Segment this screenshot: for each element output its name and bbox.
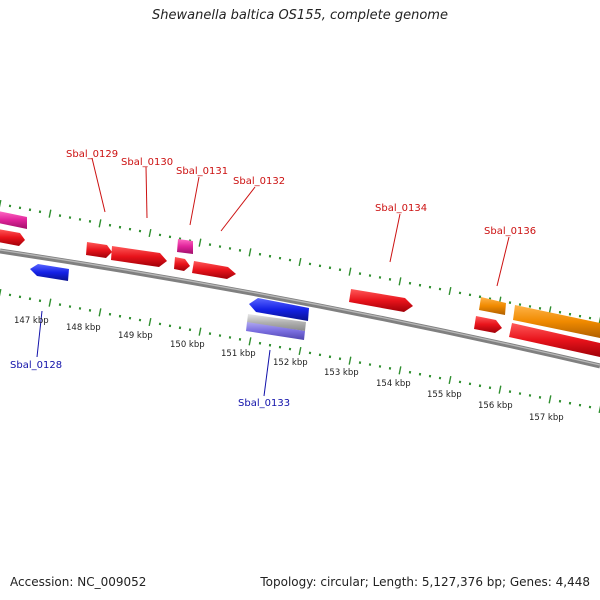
major-tick <box>248 248 252 257</box>
major-tick <box>0 199 2 208</box>
gene-sbal-0133-rna-grey[interactable] <box>247 314 306 331</box>
gene-sbal-0133-rna-purple[interactable] <box>246 322 305 340</box>
major-tick <box>398 366 402 375</box>
major-tick <box>248 337 252 346</box>
label-sbal-0130[interactable]: Sbal_0130 <box>121 157 173 168</box>
major-tick <box>198 327 202 336</box>
major-tick <box>148 317 152 327</box>
major-tick <box>298 257 302 267</box>
label-sbal-0133[interactable]: Sbal_0133 <box>238 398 290 409</box>
major-tick <box>148 228 152 238</box>
label-sbal-0134[interactable]: Sbal_0134 <box>375 203 427 214</box>
scale-label: 154 kbp <box>376 379 411 389</box>
gene-sbal-0133[interactable] <box>249 298 309 321</box>
scale-label: 152 kbp <box>273 358 308 368</box>
major-tick <box>498 385 502 394</box>
scale-label: 153 kbp <box>324 368 359 378</box>
forward-genes <box>0 211 600 357</box>
genome-backbone-highlight <box>0 249 600 366</box>
major-tick <box>48 209 52 218</box>
scale-label: 151 kbp <box>221 349 256 359</box>
label-sbal-0128[interactable]: Sbal_0128 <box>10 360 62 371</box>
gene-red-right-a[interactable] <box>474 316 502 333</box>
gene-red-right-b[interactable] <box>509 323 600 357</box>
gene-sbal-0132[interactable] <box>192 261 236 279</box>
gene-sbal-0136[interactable] <box>479 297 506 315</box>
major-tick <box>598 405 600 414</box>
label-leaders <box>36 157 510 397</box>
major-tick <box>98 308 102 317</box>
gene-sbal-0128[interactable] <box>30 264 69 281</box>
major-tick <box>348 267 352 276</box>
major-tick <box>448 286 452 296</box>
map-title: Shewanella baltica OS155, complete genom… <box>152 8 448 23</box>
major-tick <box>198 238 202 247</box>
major-tick <box>48 298 52 307</box>
major-tick <box>348 356 352 365</box>
label-sbal-0129[interactable]: Sbal_0129 <box>66 149 118 160</box>
gene-red-left[interactable] <box>0 229 25 246</box>
scale-labels: 147 kbp 148 kbp 149 kbp 150 kbp 151 kbp … <box>14 316 564 423</box>
label-sbal-0132[interactable]: Sbal_0132 <box>233 176 285 187</box>
outer-tick-track <box>0 199 600 325</box>
major-tick <box>298 346 302 356</box>
label-sbal-0136[interactable]: Sbal_0136 <box>484 226 536 237</box>
gene-magenta-left[interactable] <box>0 211 27 229</box>
major-tick <box>598 316 600 325</box>
major-tick <box>448 375 452 385</box>
genome-summary-text: Topology: circular; Length: 5,127,376 bp… <box>260 575 590 589</box>
gene-sbal-0131b[interactable] <box>174 257 190 271</box>
reverse-genes <box>30 264 309 340</box>
scale-label: 157 kbp <box>529 413 564 423</box>
scale-label: 148 kbp <box>66 323 101 333</box>
major-tick <box>0 288 2 297</box>
scale-label: 150 kbp <box>170 340 205 350</box>
major-tick <box>398 277 402 286</box>
inner-tick-track <box>0 288 600 414</box>
label-sbal-0131[interactable]: Sbal_0131 <box>176 166 228 177</box>
gene-sbal-0130[interactable] <box>111 246 167 267</box>
gene-orange-right[interactable] <box>513 305 600 338</box>
accession-text: Accession: NC_009052 <box>10 575 147 589</box>
genome-backbone <box>0 248 600 369</box>
gene-sbal-0134[interactable] <box>349 289 413 312</box>
scale-label: 156 kbp <box>478 401 513 411</box>
gene-sbal-0129[interactable] <box>86 242 112 258</box>
gene-sbal-0131[interactable] <box>177 239 193 254</box>
scale-label: 155 kbp <box>427 390 462 400</box>
scale-label: 147 kbp <box>14 316 49 326</box>
scale-label: 149 kbp <box>118 331 153 341</box>
major-tick <box>98 219 102 228</box>
major-tick <box>548 395 552 404</box>
gene-labels: Sbal_0129 Sbal_0130 Sbal_0131 Sbal_0132 … <box>10 149 536 409</box>
